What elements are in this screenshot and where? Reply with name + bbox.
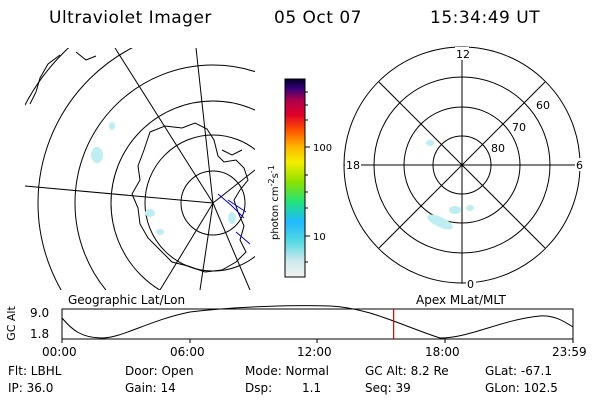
info-seq: Seq: 39 — [365, 381, 411, 395]
geographic-label: Geographic Lat/Lon — [68, 293, 186, 307]
time-label: 15:34:49 UT — [430, 8, 541, 28]
altitude-xtick: 18:00 — [425, 345, 460, 359]
altitude-ytick-max: 9.0 — [30, 306, 50, 320]
altitude-plot-frame — [61, 308, 574, 340]
altitude-x-ticks — [61, 339, 574, 343]
colorbar-ticks — [305, 91, 310, 263]
mlt-label-12: 12 — [456, 48, 470, 61]
altitude-curve — [61, 305, 574, 339]
altitude-xtick: 12:00 — [297, 345, 332, 359]
app-title: Ultraviolet Imager — [49, 8, 212, 28]
date-label: 05 Oct 07 — [274, 8, 362, 28]
altitude-xtick: 23:59 — [552, 345, 587, 359]
mlt-label-0: 0 — [467, 278, 474, 291]
label-bg — [490, 141, 506, 154]
info-gc-alt: GC Alt: 8.2 Re — [365, 364, 449, 378]
label-bg — [575, 158, 585, 171]
lat-label-70: 70 — [512, 121, 526, 134]
geographic-map — [25, 48, 255, 290]
aurora-emission — [91, 122, 236, 235]
info-ip: IP: 36.0 — [8, 381, 54, 395]
label-bg — [511, 120, 527, 133]
apex-label: Apex MLat/MLT — [416, 293, 506, 307]
colorbar-unit-label: photon cm-2s-1 — [267, 165, 281, 240]
info-glat: GLat: -67.1 — [485, 364, 552, 378]
orbit-track — [217, 193, 251, 245]
mlt-label-18: 18 — [346, 159, 360, 172]
info-dsp-label: Dsp: — [245, 381, 273, 395]
info-mode: Mode: Normal — [245, 364, 329, 378]
lat-label-80: 80 — [491, 142, 505, 155]
altitude-xtick: 00:00 — [42, 345, 77, 359]
label-bg — [535, 98, 551, 111]
altitude-xtick: 06:00 — [170, 345, 205, 359]
lat-label-60: 60 — [536, 99, 550, 112]
info-door: Door: Open — [125, 364, 194, 378]
colorbar — [284, 78, 306, 278]
colorbar-tick-100: 100 — [313, 143, 332, 154]
mlt-label-6: 6 — [576, 159, 583, 172]
polar-aurora — [426, 140, 474, 230]
info-gain: Gain: 14 — [125, 381, 176, 395]
info-dsp-value: 1.1 — [302, 381, 322, 395]
label-bg — [455, 47, 469, 60]
info-filter: Flt: LBHL — [8, 364, 62, 378]
colorbar-tick-10: 10 — [313, 232, 326, 243]
altitude-ylabel: GC Alt — [4, 306, 18, 341]
polar-plot — [343, 46, 581, 284]
altitude-ytick-min: 1.8 — [30, 327, 50, 341]
label-bg — [345, 158, 361, 171]
label-bg — [466, 278, 476, 290]
info-glon: GLon: 102.5 — [485, 381, 558, 395]
